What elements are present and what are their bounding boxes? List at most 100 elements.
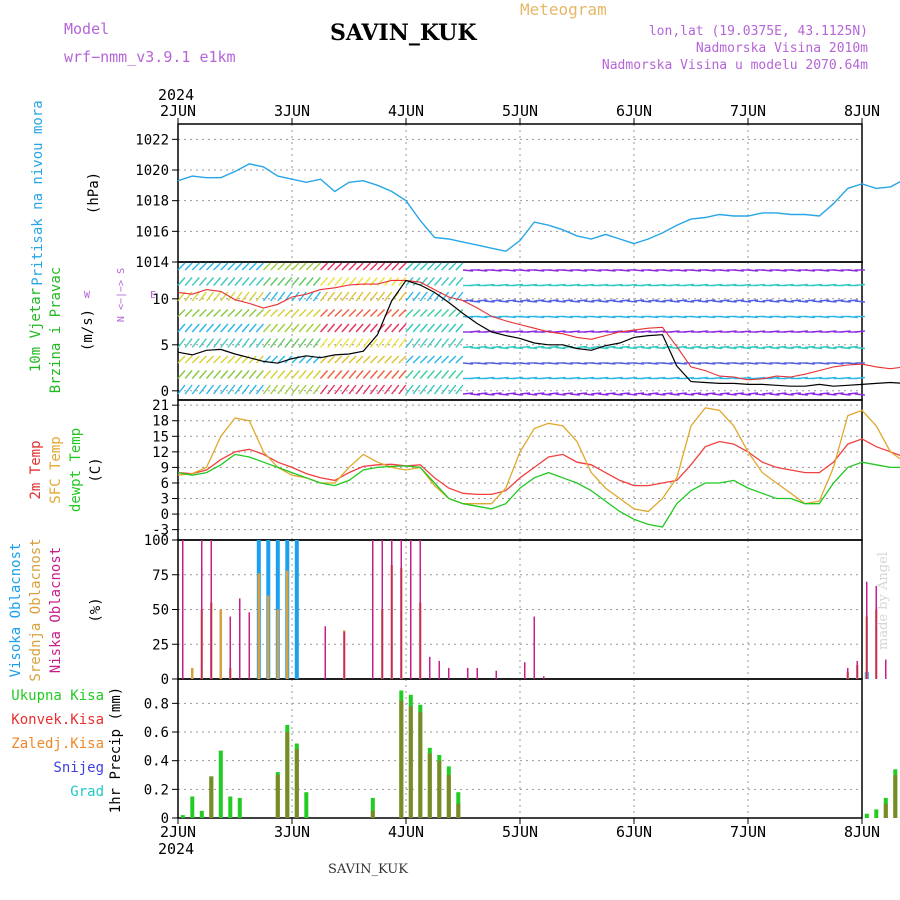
wind-barb xyxy=(184,309,193,317)
wind-barb xyxy=(769,283,780,287)
wind-barb xyxy=(747,345,759,349)
wind-barb xyxy=(277,291,286,302)
wind-barb xyxy=(227,384,236,395)
wind-barb xyxy=(426,384,435,395)
wind-barb xyxy=(305,309,314,317)
precip-total-bar xyxy=(180,815,185,818)
wind-barb xyxy=(220,338,229,348)
x-tick-label-top: 2JUN xyxy=(160,102,196,120)
wind-barb xyxy=(698,346,709,350)
precip-ytick-label: 0.8 xyxy=(144,696,169,712)
wind-barb xyxy=(412,384,421,395)
cloud-low-bar xyxy=(866,581,868,679)
wind-barb xyxy=(455,262,464,271)
precip-total-bar xyxy=(199,810,204,818)
wind-barb xyxy=(641,283,652,287)
wind-barb xyxy=(334,384,343,395)
wind-barb xyxy=(262,323,272,333)
wind-barb xyxy=(241,291,250,302)
pressure-ytick-label: 1020 xyxy=(135,163,169,179)
wind-barb xyxy=(491,345,502,349)
wind-barb xyxy=(854,393,865,396)
wind-barb xyxy=(626,300,637,303)
wind-barb xyxy=(248,262,257,271)
wind-barb xyxy=(569,300,580,303)
wind-barb xyxy=(676,269,687,272)
cloud-mid-bar xyxy=(257,573,260,679)
wind-barb xyxy=(284,384,293,395)
wind-barb xyxy=(683,300,694,303)
wind-barb xyxy=(576,299,588,302)
precip-conv-bar xyxy=(285,732,290,818)
wind-barb xyxy=(441,262,450,271)
wind-barb xyxy=(712,300,723,303)
wind-barb xyxy=(391,262,400,271)
wind-barb xyxy=(191,338,200,348)
wind-barb xyxy=(470,300,481,303)
wind-barb xyxy=(441,309,450,317)
wind-barb xyxy=(797,330,808,333)
wind-barb xyxy=(484,393,495,396)
elevation-label: Nadmorska Visina 2010m xyxy=(695,41,868,56)
wind-barb xyxy=(812,300,823,303)
wind-barb xyxy=(355,323,364,333)
wind-barb xyxy=(434,262,442,271)
wind-barb xyxy=(662,362,673,365)
wind-barb xyxy=(719,299,730,302)
wind-barb xyxy=(847,345,858,349)
wind-barb xyxy=(633,362,645,365)
wind-barb xyxy=(655,393,666,396)
wind-barb xyxy=(305,262,314,271)
cloud-ytick-label: 75 xyxy=(152,568,169,584)
wind-barb xyxy=(305,338,314,348)
wind-barb xyxy=(213,323,222,333)
wind-barb xyxy=(527,283,538,287)
wind-barb xyxy=(255,277,264,286)
wind-barb xyxy=(541,283,552,287)
wind-barb xyxy=(591,392,602,395)
wind-barb xyxy=(812,346,823,350)
wind-barb xyxy=(747,362,759,365)
wind-barb xyxy=(534,315,545,319)
wind-barb xyxy=(220,277,229,286)
wind-barb xyxy=(626,393,637,396)
wind-barb xyxy=(376,370,386,379)
wind-barb xyxy=(562,392,573,395)
wind-barb xyxy=(248,338,257,348)
precip-conv-bar xyxy=(456,803,461,818)
wind-barb xyxy=(426,277,435,286)
wind-barb xyxy=(655,283,666,287)
wind-barb xyxy=(740,300,751,303)
wind-barb xyxy=(177,338,186,348)
wind-barb xyxy=(277,309,286,317)
wind-barb xyxy=(205,384,215,395)
wind-barb xyxy=(648,362,659,365)
wind-barb xyxy=(548,362,559,365)
wind-barb xyxy=(698,330,709,333)
wind-barb xyxy=(783,330,794,333)
wind-barb xyxy=(498,300,509,303)
wind-barb xyxy=(534,345,545,349)
wind-barb xyxy=(470,330,481,333)
wind-dir-w-label: W xyxy=(84,290,91,301)
wind-barb xyxy=(626,346,637,350)
wind-barb xyxy=(534,392,545,395)
wind-barb xyxy=(327,370,336,379)
wind-barb xyxy=(312,309,321,317)
wind-barb xyxy=(477,362,488,365)
wind-barb xyxy=(206,355,214,364)
wind-barb xyxy=(384,384,393,395)
wind-barb xyxy=(462,362,474,365)
cloud-low-axis-label: Niska Oblacnost xyxy=(48,547,64,673)
wind-barb xyxy=(612,393,623,396)
wind-barb xyxy=(405,309,414,317)
cloud-mid-bar xyxy=(267,595,270,679)
wind-barb xyxy=(762,362,773,365)
wind-barb xyxy=(755,346,766,350)
wind-barb xyxy=(676,345,687,349)
wind-barb xyxy=(198,370,207,379)
wind-barb xyxy=(448,355,457,364)
wind-barb xyxy=(619,362,630,365)
wind-barb xyxy=(484,300,495,303)
